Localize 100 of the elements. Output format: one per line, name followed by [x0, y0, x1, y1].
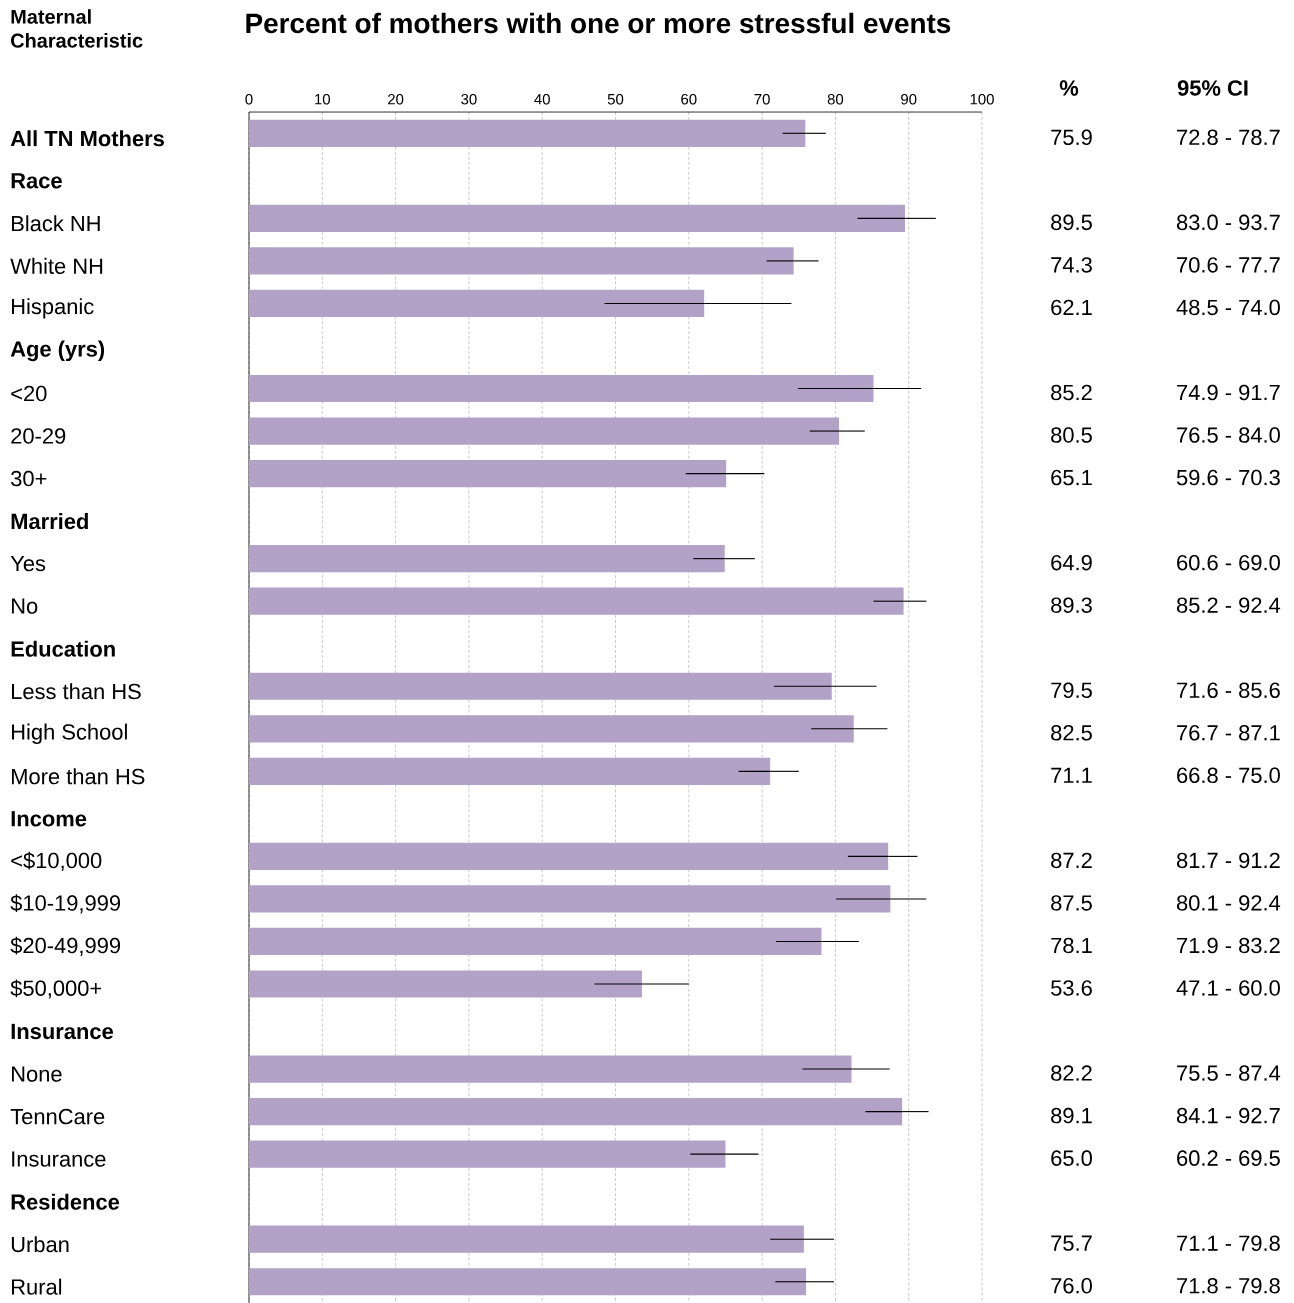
text: 75.5 - 87.4 [1177, 1065, 1281, 1081]
y-tick-label: All TN Mothers [10, 130, 164, 147]
text: 71.1 [1051, 767, 1092, 783]
x-tick-label: 50 [607, 93, 624, 105]
text: 82.5 [1051, 725, 1092, 741]
y-tick-label: 30+ [11, 470, 47, 487]
text: 95% CI [1177, 80, 1248, 96]
bar [249, 885, 891, 913]
bar [249, 1055, 852, 1083]
y-tick-label: No [12, 598, 38, 614]
text: 71.1 - 79.8 [1177, 1235, 1280, 1251]
x-tick-label: 80 [827, 93, 844, 105]
text: 80.1 - 92.4 [1176, 895, 1281, 911]
text: 82.2 [1051, 1065, 1092, 1081]
text: 76.7 - 87.1 [1177, 725, 1280, 741]
y-tick-label: $10-19,999 [10, 894, 121, 914]
bar [249, 204, 906, 232]
y-tick-label: Income [11, 811, 87, 827]
text: 59.6 - 70.3 [1176, 469, 1280, 486]
text: 70.6 - 77.7 [1177, 257, 1280, 273]
y-tick-label: $20-49,999 [10, 936, 121, 956]
x-tick-label: 60 [681, 93, 697, 105]
text: 47.1 - 60.0 [1176, 980, 1280, 996]
y-tick-label: Black NH [12, 215, 100, 232]
text: 65.0 [1051, 1150, 1092, 1166]
y-tick-label: Rural [12, 1278, 62, 1295]
y-tick-label: TennCare [10, 1108, 105, 1125]
text: 87.2 [1051, 852, 1092, 869]
y-tick-label: None [12, 1066, 62, 1082]
y-axis-title: Maternal Characteristic [11, 9, 143, 48]
y-tick-label: Hispanic [12, 298, 94, 319]
text: 89.3 [1051, 597, 1092, 613]
x-tick-label: 70 [754, 93, 770, 105]
bar [249, 545, 725, 573]
y-tick-label: More than HS [12, 768, 145, 785]
y-tick-label: Race [11, 173, 62, 189]
x-tick-label: 100 [970, 93, 994, 105]
text: 79.5 [1051, 682, 1092, 699]
text: 66.8 - 75.0 [1177, 767, 1280, 784]
text: 83.0 - 93.7 [1176, 214, 1280, 231]
bar [249, 672, 832, 700]
text: 71.8 - 79.8 [1177, 1277, 1280, 1294]
bar [249, 247, 794, 275]
x-tick-label: 0 [245, 93, 253, 105]
text: 72.8 - 78.7 [1177, 129, 1280, 146]
text: 89.5 [1051, 214, 1092, 231]
y-tick-label: Less than HS [12, 683, 141, 700]
x-tick-label: 20 [388, 93, 404, 105]
y-tick-label: Married [11, 513, 88, 530]
text: 65.1 [1051, 469, 1092, 486]
text: 81.7 - 91.2 [1176, 852, 1280, 869]
text: 87.5 [1051, 895, 1092, 911]
text: 60.2 - 69.5 [1177, 1150, 1280, 1166]
y-tick-label: Insurance [12, 1151, 106, 1167]
bar [249, 927, 822, 956]
bar [249, 715, 854, 743]
text: 74.9 - 91.7 [1177, 384, 1280, 401]
text: 80.5 [1051, 427, 1092, 443]
text: 76.0 [1051, 1277, 1092, 1294]
y-tick-label: Age (yrs) [10, 340, 105, 362]
y-tick-label: Education [11, 640, 115, 657]
y-tick-label: <$10,000 [11, 851, 102, 871]
y-tick-label: Urban [11, 1236, 69, 1253]
y-tick-label: White NH [10, 257, 103, 274]
y-tick-label: 20-29 [11, 428, 66, 444]
bar [249, 459, 727, 488]
y-tick-label: Insurance [11, 1023, 113, 1040]
text: 64.9 [1051, 554, 1092, 571]
text: 75.7 [1051, 1235, 1092, 1251]
chart-title: Percent of mothers with one or more stressful events [246, 12, 951, 34]
x-tick-label: 40 [534, 93, 550, 105]
x-tick-label: 90 [901, 93, 917, 105]
y-tick-label: <20 [11, 385, 47, 402]
y-tick-label: High School [12, 723, 127, 745]
bar [249, 1225, 804, 1253]
text: 85.2 - 92.4 [1176, 597, 1281, 613]
text: 74.3 [1051, 257, 1092, 273]
text: 71.6 - 85.6 [1177, 682, 1280, 699]
text: 78.1 [1051, 937, 1092, 954]
text: 71.9 - 83.2 [1177, 937, 1280, 954]
bar [249, 289, 705, 318]
text: 89.1 [1051, 1107, 1092, 1124]
text: % [1059, 80, 1079, 96]
bar [249, 1140, 726, 1168]
x-tick-label: 30 [461, 93, 477, 105]
bar [249, 757, 771, 785]
text: 60.6 - 69.0 [1177, 554, 1280, 571]
y-tick-label: Yes [10, 555, 46, 572]
y-tick-label: $50,000+ [10, 979, 102, 999]
text: 85.2 [1051, 384, 1092, 401]
bar [249, 1268, 807, 1296]
bar [249, 587, 904, 615]
bar [249, 1098, 903, 1126]
text: 76.5 - 84.0 [1177, 427, 1280, 443]
x-tick-label: 10 [315, 93, 331, 105]
bar [249, 119, 806, 147]
text: 62.1 [1051, 299, 1092, 316]
text: 84.1 - 92.7 [1176, 1107, 1280, 1124]
bar [249, 970, 642, 998]
text: 48.5 - 74.0 [1176, 299, 1280, 316]
